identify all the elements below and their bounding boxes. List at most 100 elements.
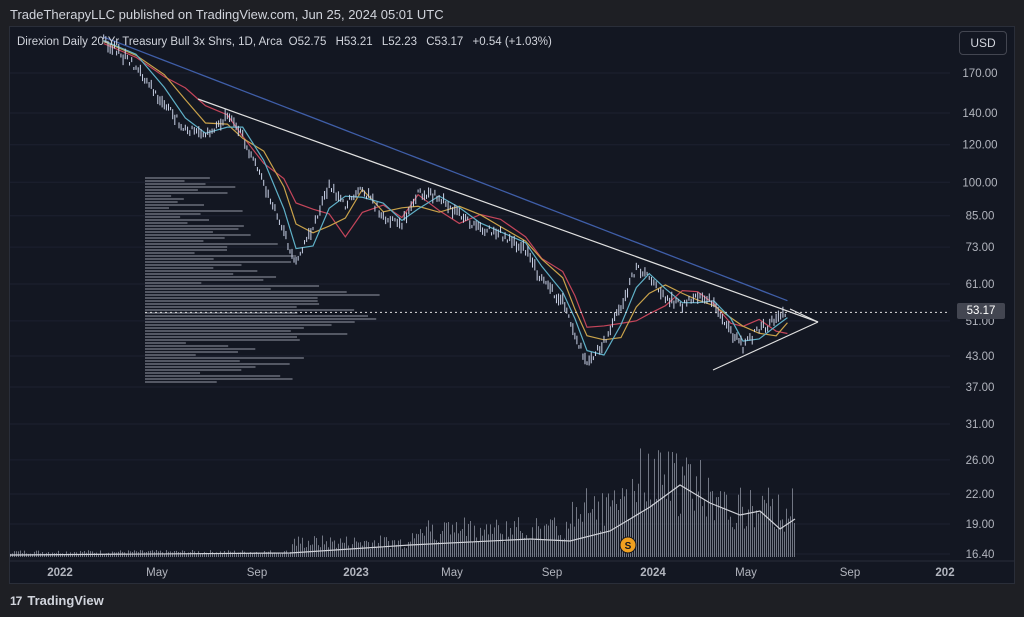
volume-bar [426, 526, 427, 557]
volume-profile-bar [145, 258, 214, 260]
volume-bar [460, 530, 461, 557]
volume-bar [618, 510, 619, 557]
volume-bar [248, 553, 249, 557]
volume-bar [180, 552, 181, 557]
volume-profile-bar [145, 333, 348, 335]
volume-profile-bar [145, 267, 214, 269]
volume-profile-bar [145, 243, 278, 245]
currency-button[interactable]: USD [959, 31, 1007, 55]
volume-bar [340, 538, 341, 557]
high-value: H53.21 [335, 36, 373, 48]
volume-bar [662, 484, 663, 557]
volume-profile-bar [145, 321, 355, 323]
volume-profile-bar [145, 336, 298, 338]
volume-bar [64, 553, 65, 557]
split-marker-label: S [625, 541, 632, 552]
y-tick-label: 170.00 [962, 68, 997, 80]
volume-bar [644, 492, 645, 557]
volume-bar [652, 503, 653, 557]
volume-bar [550, 519, 551, 557]
volume-bar [356, 541, 357, 557]
volume-profile-bar [145, 249, 228, 251]
volume-bar [280, 553, 281, 557]
volume-bar [480, 527, 481, 557]
volume-bar [502, 534, 503, 557]
volume-profile-bar [145, 228, 239, 230]
volume-bar [284, 551, 285, 557]
volume-bar [222, 553, 223, 557]
volume-bar [296, 545, 297, 557]
volume-bar [286, 550, 287, 557]
volume-profile-bar [145, 360, 240, 362]
volume-profile-bar [145, 288, 271, 290]
volume-bar [24, 550, 25, 557]
volume-bar [360, 542, 361, 557]
volume-bar [334, 540, 335, 557]
volume-profile-bar [145, 291, 347, 293]
volume-bar [390, 548, 391, 557]
volume-bar [670, 500, 671, 557]
volume-bar [684, 475, 685, 557]
volume-profile-bar [145, 327, 304, 329]
volume-bar [638, 483, 639, 557]
volume-profile-bar [145, 240, 204, 242]
y-tick-label: 19.00 [966, 519, 995, 531]
volume-bar [746, 526, 747, 557]
volume-bar [38, 550, 39, 557]
volume-bar [274, 552, 275, 557]
chart-frame[interactable]: 170.00 140.00 120.00 100.00 85.00 73.00 61.00 5… [9, 26, 1015, 584]
volume-bar [312, 544, 313, 557]
volume-bar [580, 514, 581, 557]
volume-bar [202, 553, 203, 557]
volume-bar [704, 499, 705, 557]
volume-bar [262, 553, 263, 557]
volume-bar [72, 553, 73, 557]
volume-bar [676, 453, 677, 557]
volume-profile-bar [145, 183, 206, 185]
volume-bar [190, 552, 191, 557]
volume-bar [466, 535, 467, 557]
volume-profile-bar [145, 303, 320, 305]
volume-bar [516, 527, 517, 557]
volume-profile-bar [145, 342, 186, 344]
price-chart[interactable]: 170.00 140.00 120.00 100.00 85.00 73.00 61.00 5… [10, 27, 1015, 584]
volume-bar [602, 493, 603, 557]
volume-bar [514, 521, 515, 557]
volume-bar [584, 502, 585, 557]
volume-bar [252, 552, 253, 557]
volume-bar [744, 528, 745, 557]
volume-bar [694, 510, 695, 557]
volume-bar [484, 529, 485, 557]
volume-bar [454, 532, 455, 557]
footer-brand: TradingView [27, 593, 104, 608]
y-tick-label: 120.00 [962, 140, 997, 152]
volume-bar [196, 553, 197, 557]
volume-bar [398, 540, 399, 557]
volume-bar [654, 458, 655, 557]
volume-bar [614, 490, 615, 557]
volume-bar [742, 506, 743, 557]
volume-bar [540, 528, 541, 557]
volume-profile-bar [145, 264, 242, 266]
volume-profile-bar [145, 255, 297, 257]
volume-bar [432, 524, 433, 557]
volume-profile-bar [145, 186, 236, 188]
volume-bar [256, 551, 257, 557]
volume-bar [766, 503, 767, 557]
x-tick-label: May [735, 567, 757, 579]
volume-bar [710, 491, 711, 557]
volume-profile-bar [145, 294, 380, 296]
volume-bar [14, 551, 15, 557]
volume-bar [232, 552, 233, 557]
volume-bar [782, 519, 783, 557]
volume-bar [336, 547, 337, 557]
volume-bar [254, 552, 255, 557]
volume-bar [410, 541, 411, 557]
volume-bar [68, 553, 69, 557]
volume-bar [640, 448, 641, 557]
volume-bar [682, 466, 683, 557]
volume-bar [712, 491, 713, 557]
volume-bar [272, 553, 273, 557]
volume-bar [608, 493, 609, 557]
volume-profile-bar [145, 357, 304, 359]
